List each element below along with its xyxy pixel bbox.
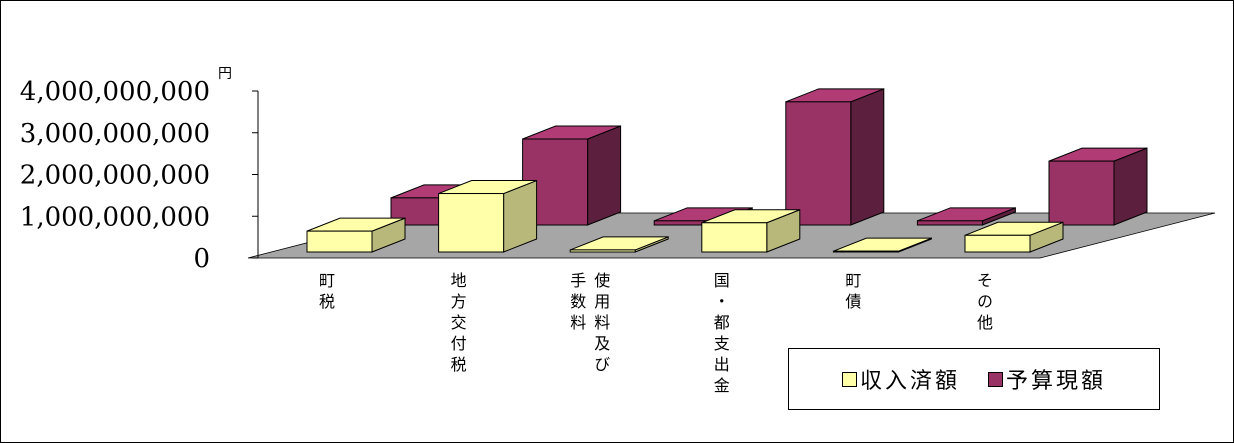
- bar: [1048, 160, 1115, 226]
- bar: [306, 230, 373, 253]
- legend-item: 予算現額: [988, 363, 1106, 395]
- y-tick-label: 3,000,000,000: [20, 119, 210, 149]
- legend-label: 予算現額: [1006, 369, 1107, 394]
- x-tick-label: 地方交付税: [447, 272, 467, 377]
- y-tick-label: 4,000,000,000: [20, 77, 210, 107]
- legend: 収入済額 予算現額: [788, 348, 1160, 410]
- bar: [569, 249, 636, 253]
- y-tick-label: 0: [193, 244, 210, 274]
- x-tick-label: 町債: [842, 272, 862, 314]
- legend-label: 収入済額: [859, 369, 960, 394]
- bar-side: [587, 125, 622, 226]
- bar: [964, 234, 1031, 253]
- bar: [701, 222, 768, 253]
- x-tick-label: 使用料及び手数料: [567, 272, 611, 377]
- bar: [916, 220, 983, 226]
- unit-label: 円: [218, 66, 232, 82]
- x-tick-label: その他: [974, 272, 993, 335]
- bar: [832, 250, 899, 253]
- legend-swatch: [988, 371, 1003, 387]
- bar-side: [850, 88, 885, 226]
- legend-swatch: [841, 371, 857, 387]
- x-tick-label: 町税: [316, 272, 335, 314]
- y-tick-label: 2,000,000,000: [20, 161, 210, 191]
- legend-item: 収入済額: [841, 363, 960, 395]
- bar: [438, 193, 505, 253]
- y-tick-label: 1,000,000,000: [20, 202, 210, 232]
- bar: [785, 101, 852, 226]
- x-tick-label: 国・都支出金: [710, 272, 730, 398]
